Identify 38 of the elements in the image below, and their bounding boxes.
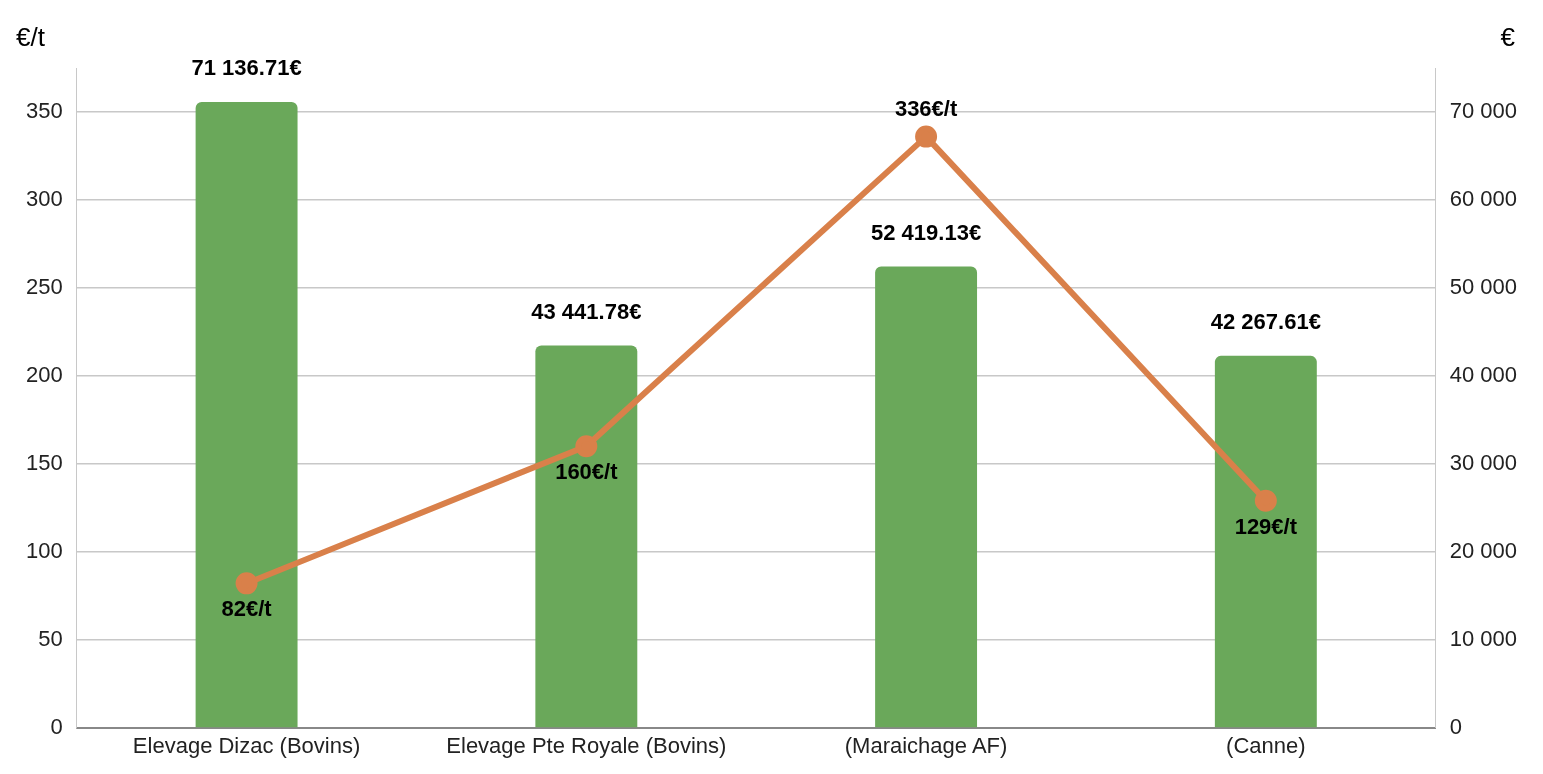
y2-tick-label: 30 000 bbox=[1449, 449, 1518, 475]
y2-tick-label: 20 000 bbox=[1449, 537, 1518, 563]
x-tick-label: Elevage Dizac (Bovins) bbox=[132, 732, 361, 758]
y-tick-label: 250 bbox=[25, 273, 63, 299]
y-tick-label: 100 bbox=[25, 537, 63, 563]
y2-tick-label: 0 bbox=[1449, 713, 1462, 739]
data-label: 336€/t bbox=[894, 95, 958, 121]
point bbox=[235, 572, 258, 595]
point bbox=[915, 125, 938, 148]
data-label: 160€/t bbox=[555, 459, 619, 485]
x-tick-label: (Canne) bbox=[1226, 732, 1306, 758]
data-label: 129€/t bbox=[1234, 513, 1298, 539]
y2-tick-label: 50 000 bbox=[1449, 273, 1518, 299]
y2-tick-label: 10 000 bbox=[1449, 625, 1518, 651]
x-tick-label: (Maraichage AF) bbox=[844, 732, 1008, 758]
bar bbox=[1214, 355, 1317, 728]
bar bbox=[875, 266, 978, 728]
y2-tick-label: 40 000 bbox=[1449, 361, 1518, 387]
data-label: 71 136.71€ bbox=[191, 55, 302, 81]
y-tick-label: 200 bbox=[25, 361, 63, 387]
point bbox=[1254, 489, 1277, 512]
y2-tick-label: 70 000 bbox=[1449, 98, 1518, 124]
data-label: 82€/t bbox=[221, 596, 273, 622]
y-tick-label: 350 bbox=[25, 98, 63, 124]
y-tick-label: 50 bbox=[38, 625, 63, 651]
y-tick-label: 300 bbox=[25, 185, 63, 211]
data-label: 43 441.78€ bbox=[531, 298, 642, 324]
y2-axis-title: € bbox=[1500, 22, 1516, 53]
data-label: 52 419.13€ bbox=[871, 219, 982, 245]
bar bbox=[535, 345, 638, 728]
data-label: 42 267.61€ bbox=[1210, 308, 1321, 334]
point bbox=[575, 435, 598, 458]
y2-tick-label: 60 000 bbox=[1449, 185, 1518, 211]
bar bbox=[195, 101, 298, 728]
y-tick-label: 0 bbox=[50, 713, 63, 739]
x-tick-label: Elevage Pte Royale (Bovins) bbox=[446, 732, 727, 758]
y-axis-title: €/t bbox=[16, 22, 46, 53]
y-tick-label: 150 bbox=[25, 449, 63, 475]
